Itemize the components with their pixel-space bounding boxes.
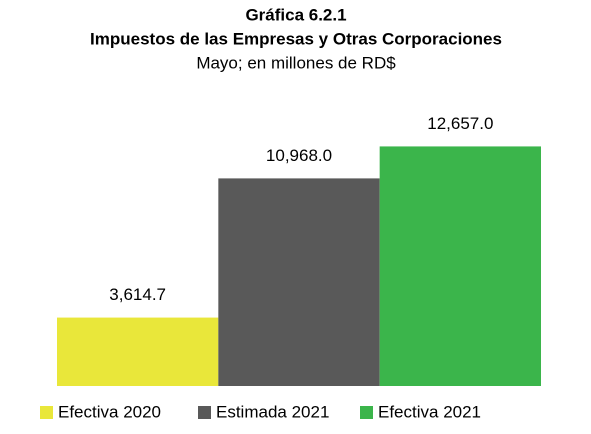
bar (57, 317, 219, 386)
chart-subtitle: Impuestos de las Empresas y Otras Corpor… (90, 29, 502, 48)
data-label: 10,968.0 (266, 146, 332, 165)
bar (218, 178, 380, 386)
legend-label: Efectiva 2020 (58, 402, 161, 421)
chart-title: Gráfica 6.2.1 (245, 5, 346, 24)
legend-label: Efectiva 2021 (378, 402, 481, 421)
legend-swatch (360, 406, 373, 419)
legend-swatch (198, 406, 211, 419)
chart-subtitle: Mayo; en millones de RD$ (196, 53, 396, 72)
bar (379, 146, 541, 386)
data-label: 12,657.0 (427, 114, 493, 133)
legend-label: Estimada 2021 (216, 402, 329, 421)
legend-swatch (40, 406, 53, 419)
data-label: 3,614.7 (109, 285, 166, 304)
